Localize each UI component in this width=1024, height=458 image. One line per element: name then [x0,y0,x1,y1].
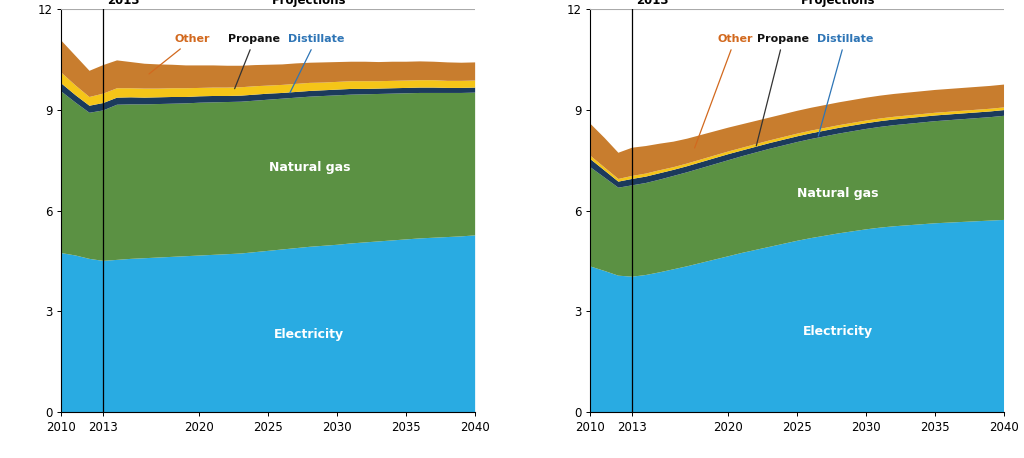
Text: Electricity: Electricity [803,325,873,338]
Text: 2013: 2013 [636,0,669,7]
Text: Projections: Projections [272,0,346,7]
Text: Projections: Projections [801,0,876,7]
Text: Natural gas: Natural gas [268,160,350,174]
Text: Distillate: Distillate [288,34,344,93]
Text: Other: Other [150,34,210,74]
Text: Propane: Propane [757,34,809,146]
Text: Propane: Propane [228,34,281,89]
Text: Natural gas: Natural gas [798,187,879,201]
Text: Electricity: Electricity [274,328,344,342]
Text: Distillate: Distillate [817,34,873,136]
Text: Other: Other [694,34,753,148]
Text: 2013: 2013 [106,0,139,7]
